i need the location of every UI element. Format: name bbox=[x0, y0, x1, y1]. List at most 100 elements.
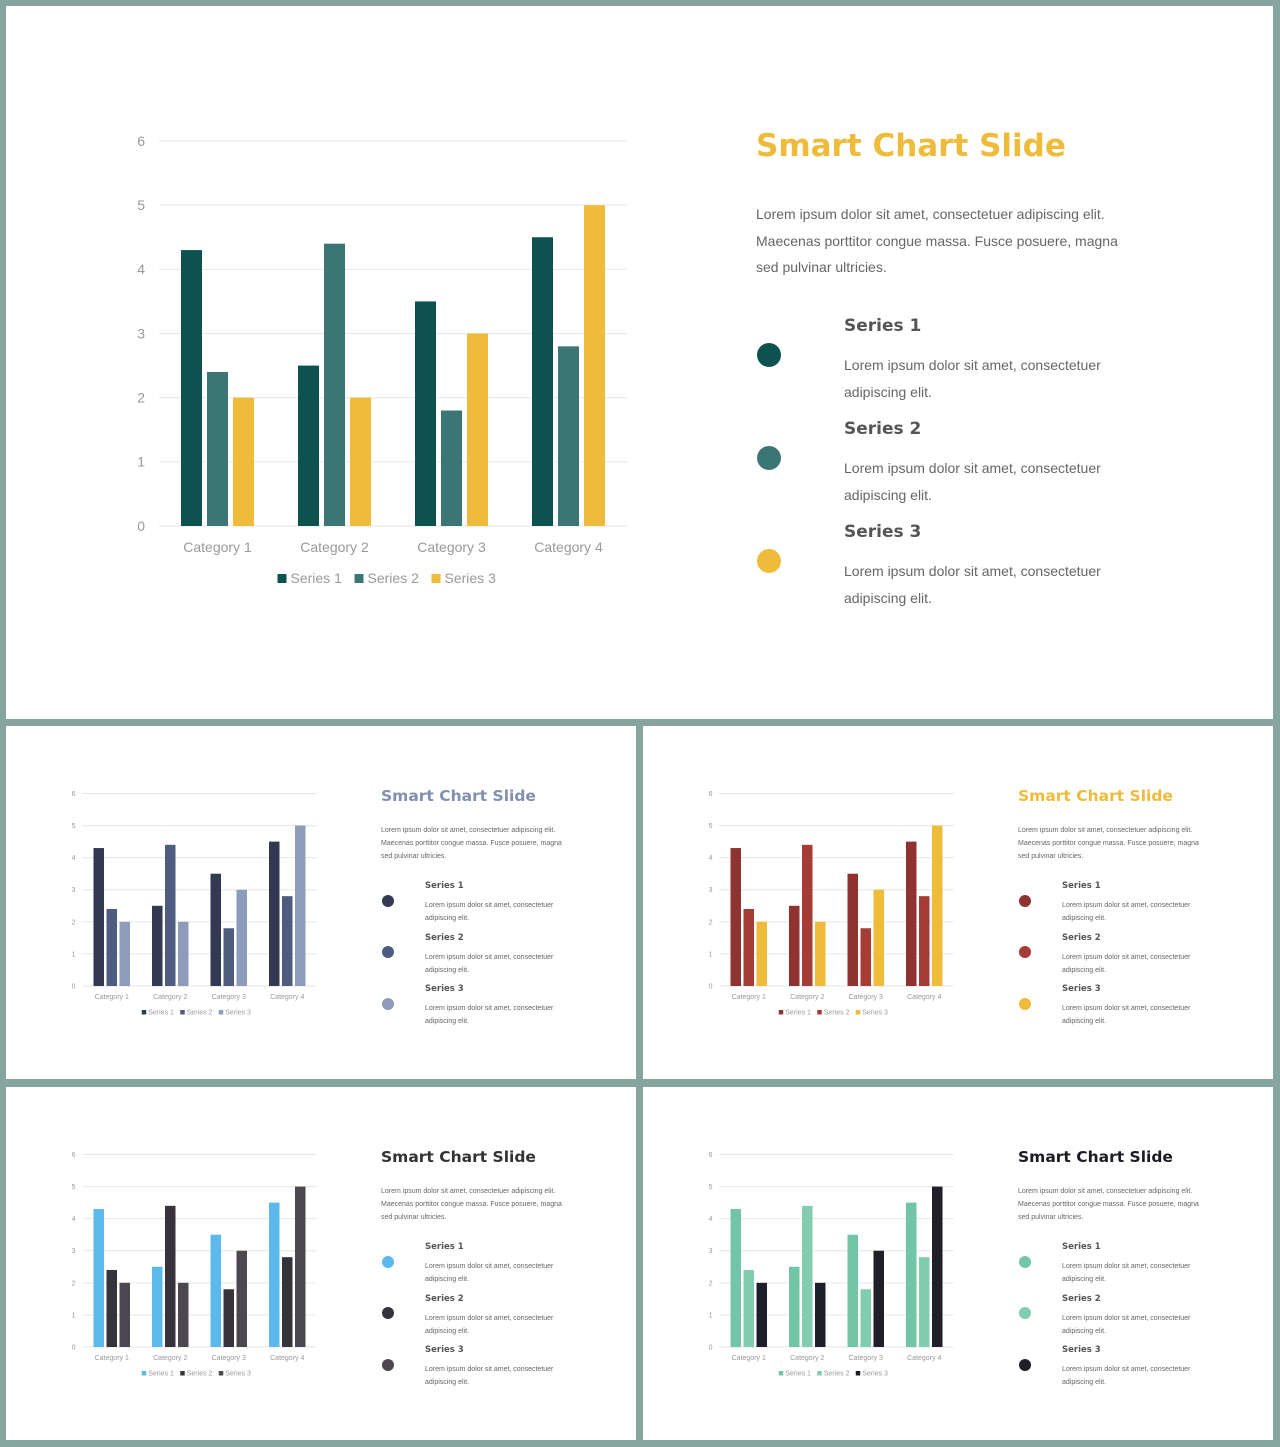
slide-description: Lorem ipsum dolor sit amet, consectetuer… bbox=[756, 206, 1118, 275]
series-name: Series 2 bbox=[844, 419, 922, 439]
x-tick-label: Category 3 bbox=[417, 539, 486, 555]
bar-series-1-cat-2 bbox=[152, 1266, 163, 1347]
slide-description: Lorem ipsum dolor sit amet, consectetuer… bbox=[381, 1187, 562, 1222]
bar-series-3-cat-3 bbox=[236, 1250, 247, 1347]
y-tick-label: 1 bbox=[137, 454, 145, 470]
bar-chart: 0 1 2 3 4 5 6 Category 1 Category 2 Category 3 Cat… bbox=[72, 1152, 317, 1378]
legend-label: Series 3 bbox=[862, 1010, 888, 1017]
y-tick-label: 4 bbox=[137, 261, 145, 277]
bar-series-2-cat-1 bbox=[743, 1270, 754, 1347]
legend-swatch bbox=[354, 574, 364, 583]
bar-series-1-cat-4 bbox=[906, 1202, 917, 1347]
bar-series-1-cat-1 bbox=[93, 848, 104, 986]
x-tick-label: Category 4 bbox=[907, 994, 941, 1001]
y-tick-label: 5 bbox=[137, 197, 145, 213]
legend-label: Series 2 bbox=[824, 1010, 850, 1017]
x-tick-label: Category 2 bbox=[153, 1355, 187, 1362]
bar-series-3-cat-1 bbox=[756, 1282, 767, 1347]
series-description: Lorem ipsum dolor sit amet, consectetuer… bbox=[425, 1263, 554, 1284]
series-name: Series 2 bbox=[425, 932, 464, 943]
legend-label: Series 2 bbox=[187, 1010, 213, 1017]
legend-swatch bbox=[855, 1010, 861, 1015]
x-tick-label: Category 3 bbox=[212, 994, 246, 1001]
bar-series-3-cat-3 bbox=[873, 889, 884, 986]
series-dot-icon bbox=[381, 1358, 394, 1371]
bar-series-1-cat-1 bbox=[730, 1209, 741, 1347]
x-tick-label: Category 2 bbox=[790, 1355, 824, 1362]
bar-series-1-cat-2 bbox=[152, 905, 163, 986]
x-tick-label: Category 4 bbox=[907, 1355, 941, 1362]
bar-series-2-cat-1 bbox=[207, 372, 228, 526]
bar-series-2-cat-2 bbox=[802, 1205, 813, 1347]
series-description: Lorem ipsum dolor sit amet, consectetuer… bbox=[1062, 1314, 1191, 1335]
bar-chart: 0 1 2 3 4 5 6 Category 1 Category 2 Category 3 Cat… bbox=[709, 791, 954, 1017]
series-description: Lorem ipsum dolor sit amet, consectetuer… bbox=[1062, 1005, 1191, 1026]
y-tick-label: 0 bbox=[709, 1344, 713, 1351]
series-name: Series 2 bbox=[425, 1293, 464, 1304]
y-tick-label: 1 bbox=[72, 1312, 76, 1319]
legend-swatch bbox=[141, 1371, 147, 1376]
legend-label: Series 3 bbox=[225, 1010, 251, 1017]
series-dot-icon bbox=[1018, 894, 1031, 907]
legend-swatch bbox=[218, 1010, 224, 1015]
legend-label: Series 1 bbox=[148, 1371, 174, 1378]
legend-swatch bbox=[277, 574, 287, 583]
legend-swatch bbox=[778, 1371, 784, 1376]
y-tick-label: 1 bbox=[709, 1312, 713, 1319]
legend-swatch bbox=[855, 1371, 861, 1376]
series-name: Series 2 bbox=[1062, 932, 1101, 943]
y-tick-label: 3 bbox=[72, 1248, 76, 1255]
y-tick-label: 2 bbox=[709, 1280, 713, 1287]
series-dot-icon bbox=[381, 1307, 394, 1319]
bar-series-1-cat-4 bbox=[906, 841, 917, 986]
bar-series-3-cat-3 bbox=[467, 333, 488, 526]
legend-swatch bbox=[141, 1010, 147, 1015]
bar-chart: 0 1 2 3 4 5 6 Category 1 Category 2 Category 3 Cat… bbox=[709, 1152, 954, 1378]
y-tick-label: 6 bbox=[72, 791, 76, 798]
series-name: Series 1 bbox=[425, 881, 464, 891]
y-tick-label: 2 bbox=[709, 919, 713, 926]
bar-series-3-cat-3 bbox=[873, 1250, 884, 1347]
bar-series-2-cat-2 bbox=[802, 844, 813, 986]
bar-series-2-cat-4 bbox=[282, 896, 293, 986]
slide-title: Smart Chart Slide bbox=[381, 787, 536, 805]
legend-label: Series 1 bbox=[785, 1010, 811, 1017]
series-description: Lorem ipsum dolor sit amet, consectetuer… bbox=[844, 563, 1101, 606]
bar-series-1-cat-3 bbox=[415, 301, 436, 526]
slide-title: Smart Chart Slide bbox=[1018, 787, 1173, 805]
legend-swatch bbox=[817, 1371, 822, 1376]
legend-label: Series 1 bbox=[148, 1010, 174, 1017]
series-description: Lorem ipsum dolor sit amet, consectetuer… bbox=[844, 460, 1101, 503]
y-tick-label: 4 bbox=[72, 1216, 76, 1223]
y-tick-label: 1 bbox=[709, 951, 713, 958]
slide-1: 0 1 2 3 4 5 6 Category 1 Category 2 Category 3 Cat… bbox=[6, 6, 1273, 719]
y-tick-label: 0 bbox=[137, 518, 145, 534]
y-tick-label: 0 bbox=[72, 1344, 76, 1351]
bar-series-3-cat-4 bbox=[584, 205, 605, 526]
slide-description: Lorem ipsum dolor sit amet, consectetuer… bbox=[381, 826, 562, 861]
bar-series-1-cat-3 bbox=[210, 1234, 221, 1347]
bar-series-2-cat-3 bbox=[441, 410, 462, 526]
slide-description: Lorem ipsum dolor sit amet, consectetuer… bbox=[1018, 826, 1199, 861]
series-name: Series 1 bbox=[844, 316, 922, 336]
y-tick-label: 6 bbox=[72, 1152, 76, 1159]
bar-series-2-cat-1 bbox=[106, 909, 117, 986]
bar-series-2-cat-3 bbox=[223, 1289, 234, 1347]
bar-series-3-cat-4 bbox=[295, 825, 306, 986]
y-tick-label: 2 bbox=[72, 919, 76, 926]
y-tick-label: 5 bbox=[709, 823, 713, 830]
x-tick-label: Category 1 bbox=[183, 539, 252, 555]
bar-series-1-cat-4 bbox=[532, 237, 553, 526]
series-name: Series 2 bbox=[1062, 1293, 1101, 1304]
legend-swatch bbox=[431, 574, 441, 583]
slide-title: Smart Chart Slide bbox=[381, 1148, 536, 1166]
x-tick-label: Category 2 bbox=[153, 994, 187, 1001]
series-dot-icon bbox=[381, 946, 394, 958]
series-dot-icon bbox=[1018, 946, 1031, 958]
y-tick-label: 4 bbox=[709, 855, 713, 862]
series-dot-icon bbox=[381, 894, 394, 907]
y-tick-label: 5 bbox=[709, 1184, 713, 1191]
y-tick-label: 6 bbox=[137, 133, 145, 149]
bar-series-1-cat-1 bbox=[730, 848, 741, 986]
y-tick-label: 5 bbox=[72, 1184, 76, 1191]
